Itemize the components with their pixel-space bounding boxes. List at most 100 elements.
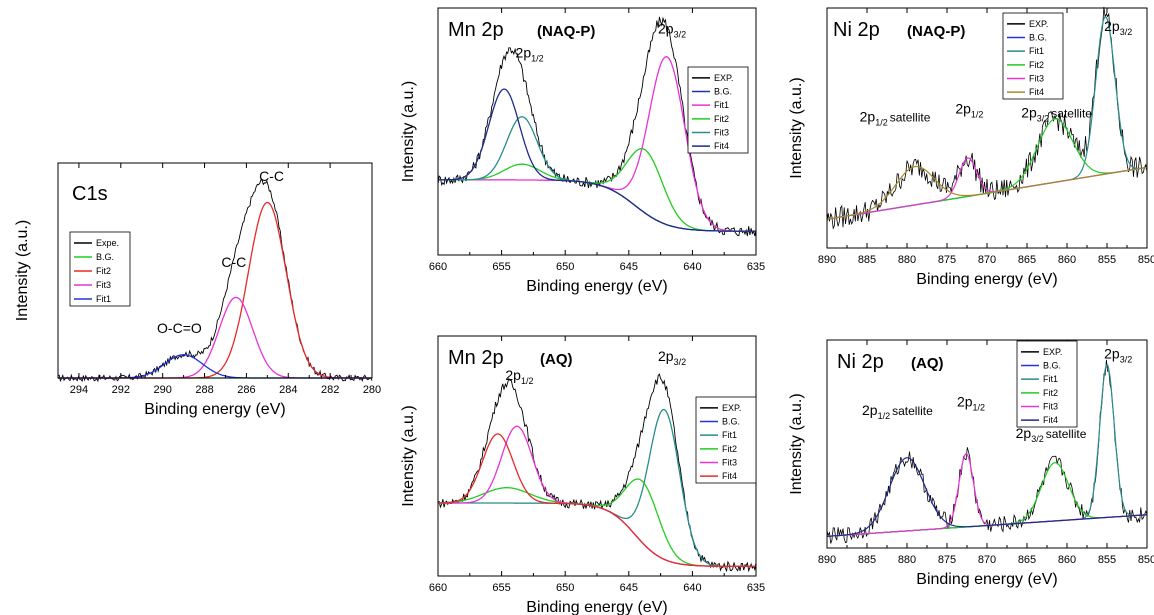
- legend-entry: Fit4: [714, 141, 729, 151]
- chart-title-sample: (NAQ-P): [907, 23, 965, 40]
- x-axis-label: Binding energy (eV): [916, 271, 1057, 288]
- annotation-subscript: 3/2: [1120, 354, 1133, 364]
- annotation-text: O-C=O: [157, 320, 202, 336]
- legend-entry: EXP.: [714, 73, 733, 83]
- peak-annotation: 2p3/2 satellite: [1021, 104, 1092, 123]
- x-tick-label: 635: [747, 582, 765, 594]
- x-tick-label: 880: [898, 254, 916, 266]
- y-axis-label: Intensity (a.u.): [400, 81, 417, 182]
- annotation-text: 2p: [1021, 104, 1037, 120]
- peak-annotation: 2p3/2: [1104, 345, 1132, 364]
- peak-annotation: 2p1/2 satellite: [862, 402, 933, 421]
- annotation-subscript: 1/2: [875, 117, 888, 127]
- x-axis-label: Binding energy (eV): [144, 401, 285, 418]
- x-tick-label: 640: [683, 582, 701, 594]
- x-tick-label: 290: [153, 384, 171, 396]
- x-tick-label: 282: [321, 384, 339, 396]
- legend-entry: B.G.: [722, 417, 740, 427]
- x-tick-label: 650: [556, 582, 574, 594]
- legend-entry: Expe.: [96, 238, 119, 248]
- legend-entry: EXP.: [1043, 347, 1062, 357]
- chart-title: Ni 2p: [837, 351, 884, 373]
- peak-annotation: 2p1/2: [505, 367, 533, 386]
- plot-frame: [57, 162, 373, 379]
- x-tick-label: 288: [195, 384, 213, 396]
- chart-title: C1s: [72, 183, 108, 205]
- chart-title: Mn 2p: [448, 347, 504, 369]
- x-tick-label: 650: [556, 261, 574, 273]
- chart-title: Ni 2p: [833, 19, 880, 41]
- chart-title: Mn 2p: [448, 19, 504, 41]
- x-tick-label: 865: [1018, 554, 1036, 566]
- x-axis-label: Binding energy (eV): [526, 599, 667, 615]
- x-tick-label: 890: [818, 254, 836, 266]
- x-tick-label: 875: [938, 254, 956, 266]
- legend-entry: B.G.: [1043, 361, 1061, 371]
- x-tick-label: 855: [1098, 554, 1116, 566]
- annotation-suffix: satellite: [1051, 106, 1092, 120]
- legend-entry: Fit3: [96, 280, 111, 290]
- x-tick-label: 286: [237, 384, 255, 396]
- x-tick-label: 850: [1138, 254, 1154, 266]
- annotation-subscript: 1/2: [531, 53, 544, 63]
- y-axis-label: Intensity (a.u.): [14, 220, 31, 321]
- series-line-exp: [437, 373, 757, 573]
- legend-entry: Fit1: [722, 430, 737, 440]
- legend-entry: Fit4: [1029, 87, 1044, 97]
- series-line-fit4: [438, 433, 756, 568]
- legend-entry: B.G.: [714, 87, 732, 97]
- annotation-suffix: satellite: [890, 110, 931, 124]
- annotation-subscript: 3/2: [1120, 27, 1133, 37]
- annotation-text: 2p: [516, 44, 532, 60]
- legend-entry: EXP.: [722, 403, 741, 413]
- x-tick-label: 855: [1098, 254, 1116, 266]
- x-tick-label: 890: [818, 554, 836, 566]
- legend-entry: Fit3: [714, 128, 729, 138]
- series-line-exp: [437, 16, 757, 237]
- x-tick-label: 880: [898, 554, 916, 566]
- x-tick-label: 850: [1138, 554, 1154, 566]
- x-tick-label: 635: [747, 261, 765, 273]
- annotation-subscript: 1/2: [971, 110, 984, 120]
- x-tick-label: 875: [938, 554, 956, 566]
- x-tick-label: 860: [1058, 554, 1076, 566]
- legend-entry: Fit4: [1043, 415, 1058, 425]
- peak-annotation: 2p1/2: [957, 394, 985, 413]
- x-tick-label: 284: [279, 384, 297, 396]
- peak-annotation: C-C: [259, 168, 284, 184]
- series-line-fit4: [826, 165, 1148, 220]
- x-tick-label: 645: [620, 261, 638, 273]
- peak-annotation: O-C=O: [157, 320, 202, 336]
- annotation-suffix: satellite: [1046, 427, 1087, 441]
- annotation-text: C-C: [259, 168, 284, 184]
- x-tick-label: 660: [429, 261, 447, 273]
- legend-entry: Fit2: [714, 114, 729, 124]
- annotation-text: 2p: [658, 348, 674, 364]
- annotation-subscript: 3/2: [674, 30, 687, 40]
- x-tick-label: 860: [1058, 254, 1076, 266]
- legend-box: [1016, 340, 1078, 428]
- x-tick-label: 655: [492, 582, 510, 594]
- x-tick-label: 660: [429, 582, 447, 594]
- peak-annotation: 2p1/2: [516, 44, 544, 63]
- peak-annotation: 2p3/2: [658, 348, 686, 367]
- legend-box: [695, 396, 757, 484]
- y-axis-label: Intensity (a.u.): [400, 405, 417, 506]
- x-tick-label: 640: [683, 261, 701, 273]
- legend-entry: Fit1: [1029, 46, 1044, 56]
- x-tick-label: 294: [70, 384, 88, 396]
- annotation-subscript: 1/2: [521, 376, 534, 386]
- annotation-text: 2p: [505, 367, 521, 383]
- legend-entry: Fit2: [1029, 60, 1044, 70]
- x-tick-label: 292: [112, 384, 130, 396]
- chart-title-sample: (NAQ-P): [537, 23, 595, 40]
- annotation-text: 2p: [862, 402, 878, 418]
- series-line-fit1: [826, 364, 1148, 537]
- legend-entry: Fit2: [722, 444, 737, 454]
- legend-box: [687, 66, 749, 154]
- legend-entry: B.G.: [96, 252, 114, 262]
- annotation-text: C-C: [221, 254, 246, 270]
- series-line-fit3: [826, 452, 1148, 537]
